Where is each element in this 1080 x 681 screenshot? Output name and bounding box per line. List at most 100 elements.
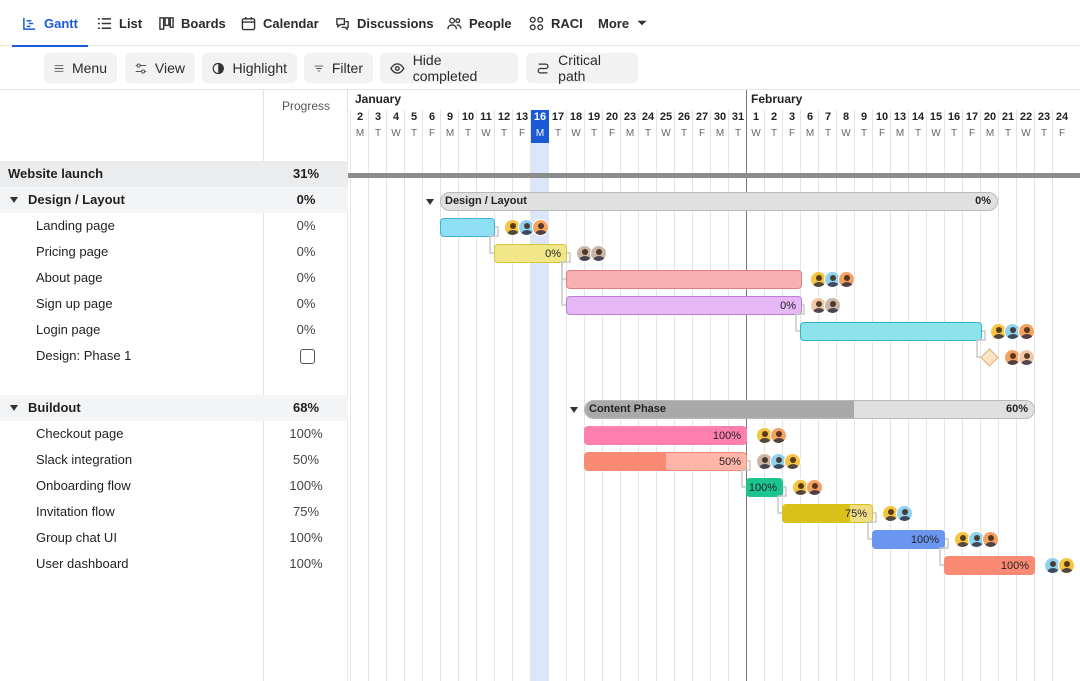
- task-bar[interactable]: 0%: [566, 296, 802, 315]
- day-number: 15: [929, 111, 943, 123]
- tab-boards[interactable]: Boards: [159, 0, 226, 46]
- task-bar[interactable]: 100%: [944, 556, 1035, 575]
- assignee-avatar[interactable]: [806, 479, 823, 496]
- filter-icon: [314, 65, 324, 71]
- critical-path-button[interactable]: Critical path: [526, 52, 638, 84]
- collapse-caret-icon[interactable]: [426, 199, 434, 205]
- group-progress: 68%: [292, 400, 320, 415]
- assignee-avatar[interactable]: [532, 219, 549, 236]
- assignee-avatar[interactable]: [1018, 349, 1035, 366]
- task-name: Onboarding flow: [36, 478, 131, 493]
- view-button[interactable]: View: [125, 53, 195, 83]
- assignee-avatar[interactable]: [770, 427, 787, 444]
- assignee-avatar[interactable]: [824, 297, 841, 314]
- collapse-caret-icon[interactable]: [570, 407, 578, 413]
- project-row[interactable]: Website launch 31%: [0, 161, 348, 187]
- task-bar-label: 100%: [1000, 560, 1029, 572]
- task-row[interactable]: Pricing page 0%: [0, 239, 348, 265]
- hide-completed-button[interactable]: Hide completed: [380, 52, 518, 84]
- task-row[interactable]: Landing page 0%: [0, 213, 348, 239]
- day-weekday: T: [374, 128, 382, 139]
- tab-more[interactable]: More: [598, 0, 648, 46]
- day-gridline: [674, 110, 675, 681]
- group-bar-content-phase[interactable]: Content Phase 60%: [584, 400, 1035, 419]
- task-name: Checkout page: [36, 426, 124, 441]
- day-number: 13: [893, 111, 907, 123]
- task-bar[interactable]: 100%: [872, 530, 945, 549]
- tab-gantt[interactable]: Gantt: [12, 0, 88, 47]
- assignee-avatar[interactable]: [982, 531, 999, 548]
- assignee-avatar[interactable]: [784, 453, 801, 470]
- day-number: 21: [1001, 111, 1015, 123]
- assignee-avatar[interactable]: [968, 531, 985, 548]
- task-bar[interactable]: 100%: [584, 426, 747, 445]
- task-row[interactable]: Login page 0%: [0, 317, 348, 343]
- tab-calendar-label: Calendar: [263, 15, 319, 31]
- day-weekday: F: [608, 128, 616, 139]
- task-bar[interactable]: 75%: [782, 504, 873, 523]
- group-row-buildout[interactable]: Buildout 68%: [0, 395, 348, 421]
- task-bar[interactable]: [800, 322, 982, 341]
- tab-people[interactable]: People: [447, 0, 512, 46]
- assignee-avatar[interactable]: [756, 427, 773, 444]
- task-bar[interactable]: [440, 218, 495, 237]
- assignee-avatar[interactable]: [882, 505, 899, 522]
- tab-calendar[interactable]: Calendar: [241, 0, 319, 46]
- assignee-avatar[interactable]: [896, 505, 913, 522]
- day-number: 23: [1037, 111, 1051, 123]
- task-name: Login page: [36, 322, 101, 337]
- assignee-avatar[interactable]: [1018, 323, 1035, 340]
- task-bar[interactable]: [566, 270, 802, 289]
- raci-icon: [529, 16, 544, 30]
- task-bar-fill: [873, 531, 944, 548]
- collapse-caret-icon[interactable]: [10, 405, 18, 411]
- assignee-avatar[interactable]: [1058, 557, 1075, 574]
- tab-discussions[interactable]: Discussions: [335, 0, 434, 46]
- day-weekday: M: [805, 128, 815, 139]
- group-row-design-layout[interactable]: Design / Layout 0%: [0, 187, 348, 213]
- tab-list[interactable]: List: [97, 0, 142, 46]
- day-weekday: T: [644, 128, 652, 139]
- task-bar[interactable]: 50%: [584, 452, 747, 471]
- day-number: 22: [1019, 111, 1033, 123]
- task-row[interactable]: Invitation flow 75%: [0, 499, 348, 525]
- tab-raci[interactable]: RACI: [529, 0, 583, 46]
- task-bar[interactable]: 0%: [494, 244, 567, 263]
- task-bar-label: 75%: [844, 508, 867, 520]
- highlight-button[interactable]: Highlight: [202, 53, 297, 83]
- project-summary-bar[interactable]: [348, 173, 1080, 178]
- milestone-checkbox[interactable]: [300, 349, 315, 364]
- day-gridline: [692, 110, 693, 681]
- critical-path-icon: [537, 62, 549, 74]
- milestone-row[interactable]: Design: Phase 1: [0, 343, 348, 369]
- assignee-avatar[interactable]: [792, 479, 809, 496]
- task-bar-label: 0%: [780, 300, 796, 312]
- day-weekday: F: [1058, 128, 1066, 139]
- task-row[interactable]: Group chat UI 100%: [0, 525, 348, 551]
- filter-button[interactable]: Filter: [304, 53, 373, 83]
- day-number: 26: [677, 111, 691, 123]
- task-row[interactable]: Onboarding flow 100%: [0, 473, 348, 499]
- day-number: 3: [374, 111, 382, 123]
- task-row[interactable]: Slack integration 50%: [0, 447, 348, 473]
- task-bar-fill: [747, 479, 782, 496]
- month-divider: [746, 90, 747, 681]
- milestone-diamond[interactable]: [980, 348, 999, 367]
- day-weekday: W: [931, 128, 941, 139]
- collapse-caret-icon[interactable]: [10, 197, 18, 203]
- group-bar-design-layout[interactable]: Design / Layout 0%: [440, 192, 998, 211]
- assignee-avatar[interactable]: [838, 271, 855, 288]
- task-progress: 0%: [296, 270, 316, 285]
- day-gridline: [566, 110, 567, 681]
- task-bar[interactable]: 100%: [746, 478, 783, 497]
- task-row[interactable]: User dashboard 100%: [0, 551, 348, 577]
- task-row[interactable]: Sign up page 0%: [0, 291, 348, 317]
- menu-button[interactable]: Menu: [44, 53, 117, 83]
- assignee-avatar[interactable]: [518, 219, 535, 236]
- assignee-avatar[interactable]: [590, 245, 607, 262]
- day-number: 10: [461, 111, 475, 123]
- task-row[interactable]: About page 0%: [0, 265, 348, 291]
- assignee-avatar[interactable]: [810, 297, 827, 314]
- task-name: Group chat UI: [36, 530, 117, 545]
- task-row[interactable]: Checkout page 100%: [0, 421, 348, 447]
